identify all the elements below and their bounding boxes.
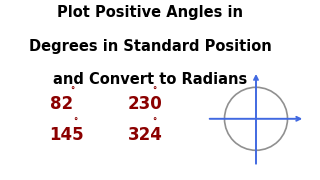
Text: Degrees in Standard Position: Degrees in Standard Position xyxy=(29,39,272,54)
Text: °: ° xyxy=(70,87,75,96)
Text: Plot Positive Angles in: Plot Positive Angles in xyxy=(57,5,244,20)
Text: and Convert to Radians: and Convert to Radians xyxy=(53,72,248,87)
Text: °: ° xyxy=(152,118,156,127)
Text: °: ° xyxy=(152,87,156,96)
Text: °: ° xyxy=(74,118,78,127)
Text: 145: 145 xyxy=(50,126,84,144)
Text: 82: 82 xyxy=(50,95,73,113)
Text: 230: 230 xyxy=(128,95,163,113)
Text: 324: 324 xyxy=(128,126,163,144)
